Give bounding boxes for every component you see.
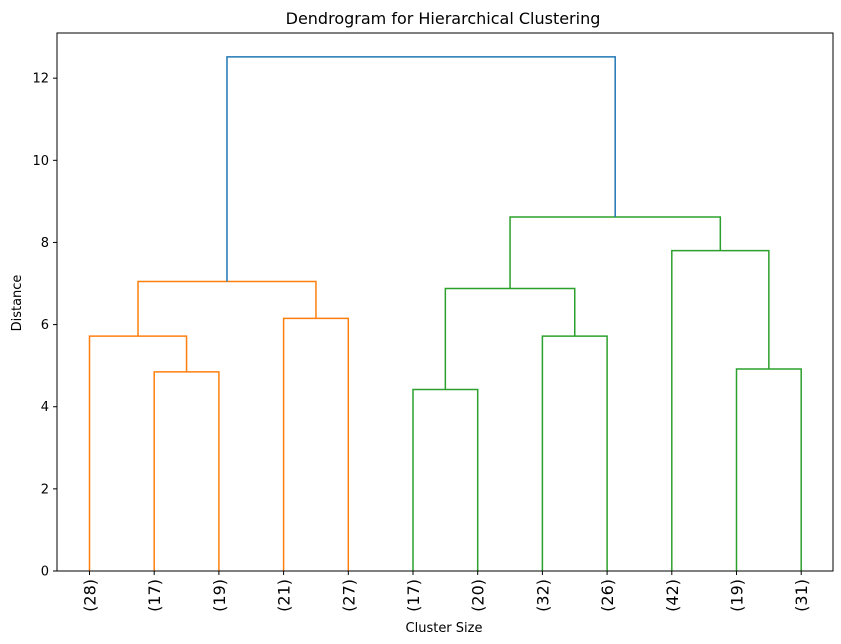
leaf-label: (19) <box>210 579 229 612</box>
dendrogram-link-8 <box>671 249 770 571</box>
dendrogram-link-5 <box>541 335 608 571</box>
leaf-label: (17) <box>145 579 164 612</box>
plot-frame <box>56 32 834 572</box>
dendrogram-link-4 <box>412 388 479 571</box>
y-tick-label: 6 <box>41 318 49 333</box>
y-axis-label: Distance <box>10 275 25 332</box>
leaf-label: (27) <box>339 579 358 612</box>
x-axis-label: Cluster Size <box>406 621 483 636</box>
chart-title: Dendrogram for Hierarchical Clustering <box>286 9 601 28</box>
dendrogram-link-2 <box>282 317 350 571</box>
y-tick-label: 2 <box>41 482 49 497</box>
leaf-label: (42) <box>663 579 682 612</box>
x-axis-leaf-labels: (28) (17) (19) (21) (27) (17) (20) (32) (26) (42)… <box>81 571 811 612</box>
y-axis-ticks: 0 2 4 6 8 10 12 <box>32 72 57 580</box>
y-tick-label: 0 <box>41 565 49 580</box>
dendrogram-link-7 <box>735 368 802 571</box>
y-tick-label: 8 <box>41 236 49 251</box>
dendrogram-link-3 <box>137 280 317 337</box>
dendrogram-link-6 <box>444 287 576 390</box>
leaf-label: (32) <box>533 579 552 612</box>
y-tick-label: 4 <box>41 400 49 415</box>
leaf-label: (19) <box>728 579 747 612</box>
y-tick-label: 10 <box>32 154 49 169</box>
leaf-label: (21) <box>275 579 294 612</box>
y-tick-label: 12 <box>32 72 49 87</box>
leaf-label: (17) <box>404 579 423 612</box>
dendrogram-link-10 <box>226 56 616 282</box>
dendrogram-link-0 <box>153 371 220 571</box>
leaf-label: (20) <box>469 579 488 612</box>
dendrogram-links <box>88 56 802 571</box>
dendrogram-link-9 <box>509 216 722 289</box>
leaf-label: (26) <box>598 579 617 612</box>
leaf-label: (31) <box>792 579 811 612</box>
leaf-label: (28) <box>81 579 100 612</box>
